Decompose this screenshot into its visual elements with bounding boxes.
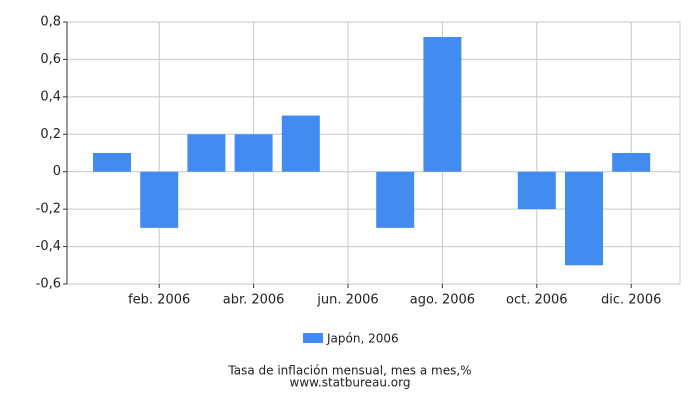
y-tick-label: 0,4 <box>40 89 61 104</box>
x-tick-label: oct. 2006 <box>506 293 568 308</box>
bar <box>93 153 131 172</box>
y-tick-label: -0,6 <box>36 277 61 292</box>
y-tick-label: -0,4 <box>36 239 61 254</box>
y-tick-label: -0,2 <box>36 202 61 217</box>
x-tick-label: abr. 2006 <box>223 293 285 308</box>
bar <box>234 134 273 172</box>
bar <box>612 153 651 172</box>
bar <box>376 171 415 228</box>
y-tick-label: 0,2 <box>40 127 61 142</box>
x-tick-label: dic. 2006 <box>601 293 661 308</box>
x-tick-label: jun. 2006 <box>316 293 378 308</box>
legend-swatch <box>303 333 323 343</box>
y-tick-label: 0,8 <box>40 15 61 30</box>
bar <box>423 36 462 172</box>
bar <box>565 171 603 266</box>
bar <box>187 134 226 172</box>
chart-source: www.statbureau.org <box>290 376 411 390</box>
legend-label: Japón, 2006 <box>326 332 399 346</box>
bar <box>517 171 556 210</box>
bar <box>281 115 320 172</box>
y-tick-label: 0 <box>53 164 61 179</box>
x-tick-label: ago. 2006 <box>410 293 475 308</box>
bar <box>140 171 179 228</box>
chart-title: Tasa de inflación mensual, mes a mes,% <box>227 364 471 378</box>
x-tick-label: feb. 2006 <box>128 293 190 308</box>
y-tick-label: 0,6 <box>40 52 61 67</box>
